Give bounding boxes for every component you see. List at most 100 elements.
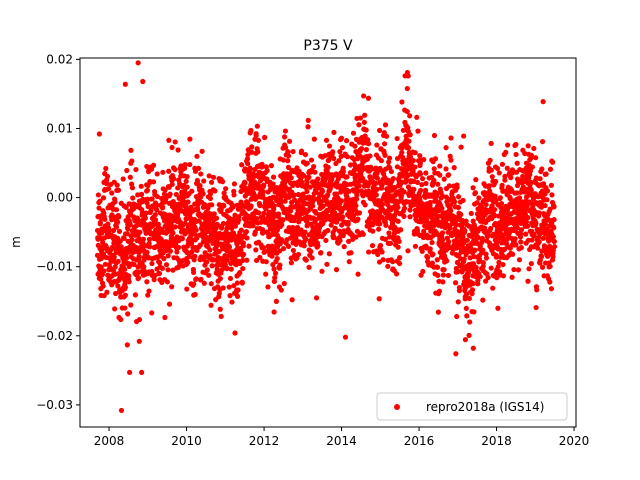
data-point xyxy=(242,180,248,186)
data-point xyxy=(403,176,409,183)
data-point xyxy=(268,163,275,169)
data-point xyxy=(113,224,120,230)
data-point xyxy=(388,168,394,175)
data-point xyxy=(525,214,531,221)
data-point xyxy=(175,210,181,216)
data-point xyxy=(228,266,234,272)
points-layer xyxy=(94,60,558,414)
data-point xyxy=(476,256,483,262)
data-point xyxy=(508,187,515,193)
data-point xyxy=(356,183,362,189)
data-point xyxy=(340,168,346,175)
data-point xyxy=(254,215,260,222)
data-point xyxy=(531,145,537,152)
data-point xyxy=(184,184,190,190)
data-point xyxy=(547,263,553,270)
data-point xyxy=(358,146,365,152)
data-point xyxy=(232,223,238,229)
data-point xyxy=(223,186,229,192)
data-point xyxy=(154,207,160,213)
data-point xyxy=(551,204,557,210)
data-point xyxy=(175,185,181,191)
data-point xyxy=(144,196,151,202)
data-point xyxy=(184,286,190,292)
data-point xyxy=(523,219,529,225)
data-point xyxy=(150,162,157,168)
data-point xyxy=(361,93,367,99)
data-point xyxy=(301,243,307,249)
data-point xyxy=(493,197,499,203)
data-point xyxy=(160,204,166,210)
data-point xyxy=(253,132,259,139)
data-point xyxy=(451,165,457,171)
data-point xyxy=(201,280,207,286)
data-point xyxy=(274,256,280,262)
data-point xyxy=(115,219,121,225)
data-point xyxy=(547,166,554,172)
data-point xyxy=(340,233,346,239)
data-point xyxy=(410,157,416,164)
data-point xyxy=(249,149,255,155)
data-point xyxy=(383,222,389,228)
data-point xyxy=(194,153,200,159)
data-point xyxy=(427,199,433,206)
data-point xyxy=(230,204,236,210)
data-point xyxy=(500,273,506,279)
x-tick-label: 2020 xyxy=(559,434,590,448)
data-point xyxy=(448,157,454,163)
data-point xyxy=(455,299,461,305)
data-point xyxy=(539,139,546,145)
data-point xyxy=(214,221,220,227)
data-point xyxy=(344,154,351,160)
data-point xyxy=(497,195,503,201)
data-point xyxy=(362,202,368,208)
y-tick-label: 0.02 xyxy=(46,52,73,66)
data-point xyxy=(506,230,512,236)
data-point xyxy=(328,222,334,228)
data-point xyxy=(312,169,318,175)
data-point xyxy=(257,254,263,261)
data-point xyxy=(184,249,190,256)
data-point xyxy=(323,137,330,143)
data-point xyxy=(407,207,413,213)
data-point xyxy=(379,249,385,255)
data-point xyxy=(439,205,445,211)
data-point xyxy=(197,182,203,189)
data-point xyxy=(197,242,203,248)
data-point xyxy=(363,147,369,153)
data-point xyxy=(437,163,443,169)
data-point xyxy=(308,248,314,255)
data-point xyxy=(390,176,396,182)
data-point xyxy=(374,186,380,192)
data-point xyxy=(185,199,191,205)
data-point xyxy=(204,259,210,265)
data-point xyxy=(224,257,230,263)
data-point xyxy=(272,275,278,281)
data-point xyxy=(110,227,117,234)
data-point xyxy=(396,199,402,205)
data-point xyxy=(184,174,190,180)
data-point xyxy=(98,264,104,270)
data-point xyxy=(274,197,280,204)
data-point xyxy=(534,287,540,293)
data-point xyxy=(365,141,372,147)
data-point xyxy=(430,251,436,257)
data-point xyxy=(208,302,214,308)
data-point xyxy=(551,225,557,231)
data-point xyxy=(480,260,486,266)
data-point xyxy=(224,265,230,271)
data-point xyxy=(337,149,343,155)
data-point xyxy=(386,155,393,161)
data-point xyxy=(146,236,153,242)
data-point xyxy=(129,185,136,191)
data-point xyxy=(342,334,349,340)
data-point xyxy=(100,239,106,245)
data-point xyxy=(104,181,110,187)
data-point xyxy=(502,177,508,183)
data-point xyxy=(144,249,150,255)
data-point xyxy=(419,248,425,254)
data-point xyxy=(464,313,470,319)
data-point xyxy=(398,227,404,233)
data-point xyxy=(146,288,152,294)
data-point xyxy=(226,244,232,250)
